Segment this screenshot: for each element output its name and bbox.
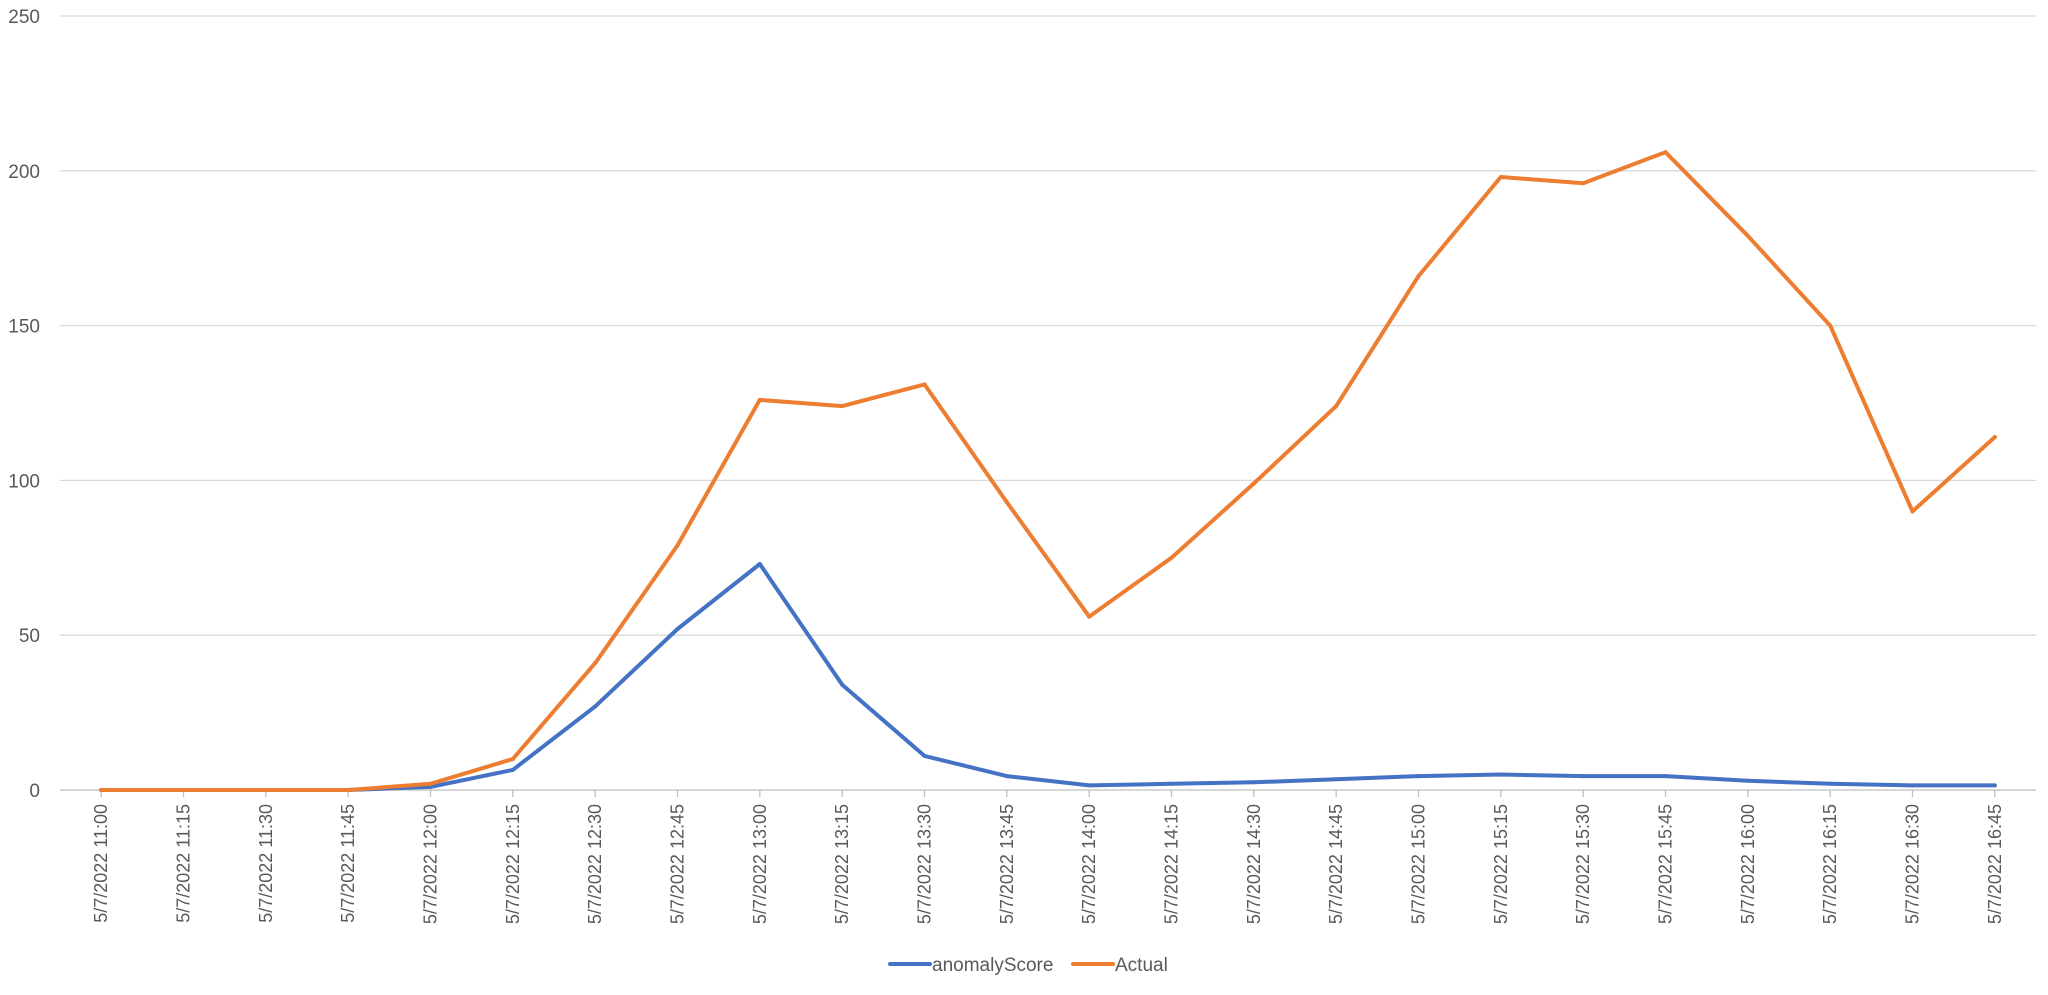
x-tick-label: 5/7/2022 16:15 (1820, 804, 1840, 924)
x-tick-label: 5/7/2022 13:45 (997, 804, 1017, 924)
x-tick-label: 5/7/2022 15:30 (1573, 804, 1593, 924)
x-tick-label: 5/7/2022 16:00 (1738, 804, 1758, 924)
y-tick-label: 250 (8, 7, 40, 28)
gridlines (60, 15, 2036, 797)
data-point-Actual (263, 788, 268, 792)
data-point-anomalyScore (922, 753, 927, 758)
x-tick-label: 5/7/2022 15:00 (1409, 804, 1429, 924)
data-point-Actual (346, 788, 351, 792)
data-point-Actual (1416, 274, 1421, 279)
data-point-anomalyScore (1498, 772, 1503, 777)
x-tick-label: 5/7/2022 12:00 (421, 804, 441, 924)
data-point-Actual (1663, 150, 1668, 155)
data-point-Actual (1992, 435, 1997, 440)
x-tick-label: 5/7/2022 12:30 (585, 804, 605, 924)
x-axis-tick-labels: 5/7/2022 11:00 5/7/2022 11:15 5/7/2022 11:… (91, 804, 2005, 924)
data-point-Actual (1910, 509, 1915, 514)
x-tick-label: 5/7/2022 13:30 (915, 804, 935, 924)
data-point-Actual (757, 397, 762, 402)
data-point-anomalyScore (1416, 774, 1421, 779)
x-tick-label: 5/7/2022 13:00 (750, 804, 770, 924)
x-tick-label: 5/7/2022 13:15 (832, 804, 852, 924)
x-tick-label: 5/7/2022 12:15 (503, 804, 523, 924)
data-point-anomalyScore (1334, 777, 1339, 782)
data-point-Actual (1828, 323, 1833, 328)
data-point-anomalyScore (757, 561, 762, 566)
data-point-anomalyScore (593, 704, 598, 709)
data-point-anomalyScore (1169, 781, 1174, 786)
x-tick-label: 5/7/2022 12:45 (668, 804, 688, 924)
data-point-Actual (428, 781, 433, 786)
data-point-anomalyScore (1251, 780, 1256, 785)
x-tick-label: 5/7/2022 15:45 (1656, 804, 1676, 924)
legend-label-Actual: Actual (1115, 955, 1168, 976)
data-point-anomalyScore (510, 767, 515, 772)
x-tick-label: 5/7/2022 11:45 (338, 804, 358, 923)
data-point-anomalyScore (1087, 783, 1092, 788)
data-point-anomalyScore (1745, 778, 1750, 783)
legend-label-anomalyScore: anomalyScore (932, 955, 1053, 976)
x-tick-label: 5/7/2022 11:15 (174, 804, 194, 923)
data-point-Actual (99, 788, 104, 792)
data-point-anomalyScore (675, 627, 680, 632)
data-point-Actual (1169, 555, 1174, 560)
data-point-Actual (1581, 181, 1586, 186)
x-tick-label: 5/7/2022 14:30 (1244, 804, 1264, 924)
x-tick-label: 5/7/2022 11:00 (91, 804, 111, 923)
data-point-anomalyScore (1992, 783, 1997, 788)
data-point-Actual (1004, 500, 1009, 505)
data-point-Actual (1334, 404, 1339, 409)
x-tick-label: 5/7/2022 11:30 (256, 804, 276, 923)
y-tick-label: 200 (8, 162, 40, 183)
x-tick-label: 5/7/2022 16:45 (1985, 804, 2005, 924)
x-tick-label: 5/7/2022 15:15 (1491, 804, 1511, 924)
data-point-Actual (181, 788, 186, 792)
data-point-Actual (922, 382, 927, 387)
data-point-anomalyScore (1828, 781, 1833, 786)
data-point-Actual (593, 661, 598, 666)
data-point-anomalyScore (1663, 774, 1668, 779)
y-tick-label: 0 (29, 781, 40, 802)
data-point-anomalyScore (428, 784, 433, 789)
data-point-Actual (840, 404, 845, 409)
series-line-Actual (99, 150, 1997, 792)
data-point-Actual (675, 543, 680, 548)
y-tick-label: 150 (8, 317, 40, 338)
y-tick-label: 100 (8, 471, 40, 492)
data-point-Actual (1745, 233, 1750, 238)
series-line-anomalyScore (99, 562, 1997, 792)
y-axis-tick-labels: 0 50 100 150 200 250 (8, 7, 40, 802)
x-tick-label: 5/7/2022 14:15 (1162, 804, 1182, 924)
data-point-anomalyScore (840, 682, 845, 687)
x-tick-label: 5/7/2022 14:45 (1326, 804, 1346, 924)
data-point-Actual (510, 757, 515, 762)
data-point-Actual (1498, 174, 1503, 179)
data-point-anomalyScore (1004, 774, 1009, 779)
data-point-Actual (1087, 614, 1092, 619)
data-point-anomalyScore (1910, 783, 1915, 788)
data-point-anomalyScore (1581, 774, 1586, 779)
legend: anomalyScore Actual (888, 955, 1168, 976)
x-tick-label: 5/7/2022 14:00 (1079, 804, 1099, 924)
y-tick-label: 50 (19, 626, 40, 647)
data-point-Actual (1251, 481, 1256, 486)
x-tick-label: 5/7/2022 16:30 (1903, 804, 1923, 924)
series-lines (99, 150, 1997, 792)
